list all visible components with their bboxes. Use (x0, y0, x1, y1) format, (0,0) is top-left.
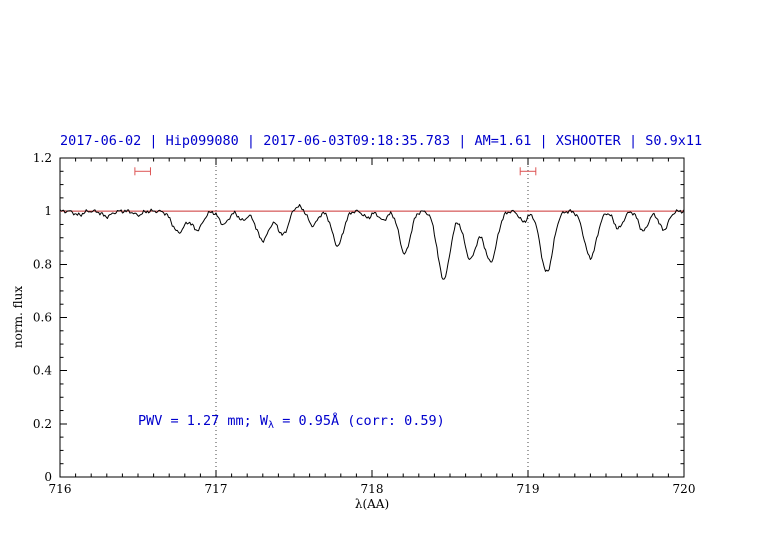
pwv-annotation-lambda-subscript: λ (268, 420, 275, 431)
y-tick-label: 1.2 (33, 151, 52, 165)
x-axis-label: λ(AA) (354, 497, 390, 511)
y-axis-label: norm. flux (11, 285, 25, 349)
y-tick-label: 0.2 (33, 417, 52, 431)
y-tick-label: 1 (44, 204, 52, 218)
y-tick-label: 0.4 (33, 364, 52, 378)
pwv-annotation: PWV = 1.27 mm; Wλ = 0.95Å (corr: 0.59) (138, 413, 445, 431)
x-tick-label: 717 (205, 482, 228, 496)
pwv-annotation-suffix: = 0.95Å (corr: 0.59) (274, 413, 445, 429)
plot-title: 2017-06-02 | Hip099080 | 2017-06-03T09:1… (60, 133, 703, 149)
pwv-annotation-prefix: PWV = 1.27 mm; W (138, 413, 269, 429)
x-tick-label: 720 (673, 482, 696, 496)
x-tick-label: 718 (361, 482, 384, 496)
y-tick-label: 0.6 (33, 311, 52, 325)
y-tick-label: 0.8 (33, 257, 52, 271)
x-tick-label: 716 (49, 482, 72, 496)
x-tick-label: 719 (517, 482, 540, 496)
y-tick-label: 0 (44, 470, 52, 484)
spectrum-line (59, 204, 685, 280)
